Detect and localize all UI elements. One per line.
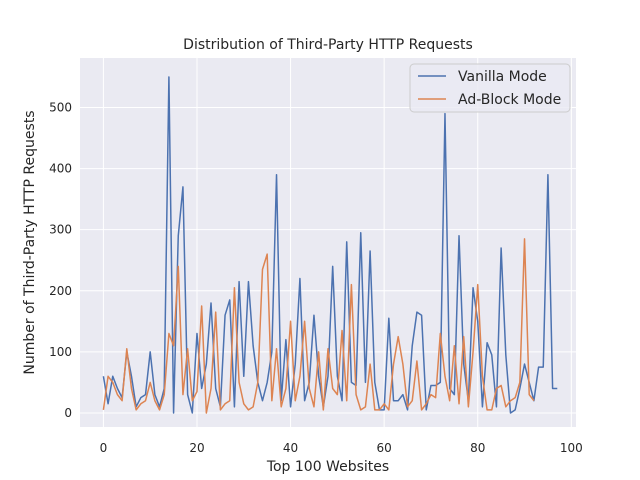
- y-axis-ticks: 0 100 200 300 400 500: [49, 100, 72, 419]
- x-tick-label: 80: [470, 441, 485, 455]
- legend: Vanilla Mode Ad-Block Mode: [409, 63, 571, 113]
- x-tick-label: 40: [283, 441, 298, 455]
- y-tick-label: 0: [64, 406, 72, 420]
- y-tick-label: 200: [49, 284, 72, 298]
- y-tick-label: 300: [49, 223, 72, 237]
- x-axis-label: Top 100 Websites: [266, 459, 389, 475]
- legend-box: [409, 63, 571, 113]
- chart-title: Distribution of Third-Party HTTP Request…: [183, 37, 473, 53]
- x-tick-label: 0: [100, 441, 108, 455]
- x-tick-label: 60: [377, 441, 392, 455]
- x-tick-label: 20: [189, 441, 204, 455]
- series-line-vanilla-mode: [102, 76, 558, 414]
- legend-label-vanilla-mode: Vanilla Mode: [458, 69, 547, 85]
- legend-label-ad-block-mode: Ad-Block Mode: [458, 92, 561, 108]
- x-axis-ticks: 0 20 40 60 80 100: [100, 441, 583, 455]
- series-line-ad-block-mode: [102, 238, 535, 414]
- series-layer: [102, 76, 558, 414]
- y-tick-label: 400: [49, 162, 72, 176]
- x-tick-label: 100: [560, 441, 583, 455]
- grid-lines: [80, 58, 576, 427]
- y-tick-label: 100: [49, 345, 72, 359]
- y-tick-label: 500: [49, 100, 72, 114]
- y-axis-label: Number of Third-Party HTTP Requests: [22, 110, 38, 374]
